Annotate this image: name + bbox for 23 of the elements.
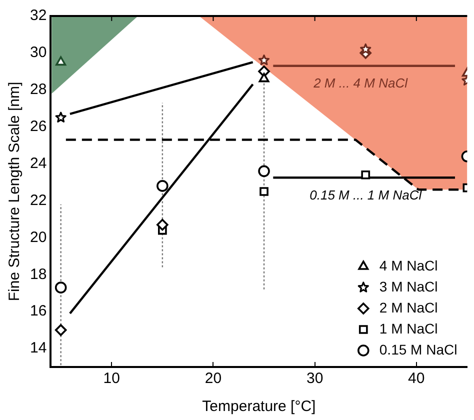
x-tick-label: 10 — [103, 370, 120, 388]
legend-label: 2 M NaCl — [379, 299, 438, 316]
y-tick-label: 24 — [30, 154, 47, 172]
y-tick-label: 14 — [30, 340, 47, 357]
y-tick-label: 20 — [30, 228, 47, 246]
y-tick-label: 16 — [30, 302, 47, 320]
x-tick-label: 40 — [408, 370, 425, 388]
legend-label: 1 M NaCl — [379, 320, 438, 336]
y-tick-label: 32 — [30, 7, 47, 24]
y-tick-label: 26 — [30, 118, 47, 135]
y-tick-label: 28 — [30, 81, 47, 98]
y-tick-label: 18 — [30, 266, 47, 283]
legend-label: 4 M NaCl — [379, 257, 438, 274]
y-tick-label: 30 — [30, 44, 47, 62]
x-axis-title: Temperature [°C] — [202, 398, 316, 416]
annotation: 2 M ... 4 M NaCl — [312, 75, 409, 90]
legend-label: 0.15 M NaCl — [379, 341, 458, 358]
annotation: 0.15 M ... 1 M NaCl — [310, 187, 423, 202]
x-tick-label: 30 — [306, 370, 324, 388]
y-axis-title: Fine Structure Length Scale [nm] — [6, 82, 24, 302]
legend-label: 3 M NaCl — [379, 278, 438, 294]
x-tick-label: 20 — [204, 370, 222, 388]
y-tick-label: 22 — [30, 192, 47, 209]
